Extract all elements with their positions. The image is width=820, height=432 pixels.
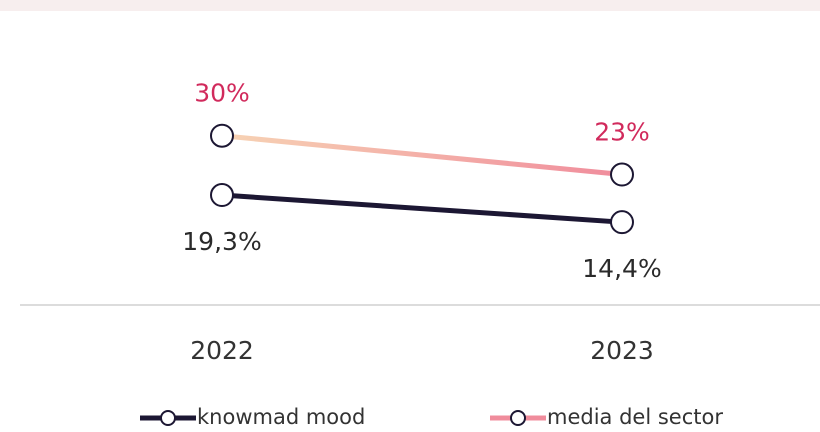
legend-label: media del sector <box>547 405 723 429</box>
header-band <box>0 0 820 11</box>
series-line <box>221 192 623 225</box>
point-marker <box>610 162 634 187</box>
series-line <box>221 133 623 178</box>
legend-marker <box>160 410 176 426</box>
legend-label: knowmad mood <box>197 405 365 429</box>
value-label: 14,4% <box>582 254 661 283</box>
value-label: 23% <box>594 118 650 147</box>
point-marker <box>210 123 234 148</box>
x-tick-label: 2023 <box>590 336 654 365</box>
value-label: 30% <box>194 79 250 108</box>
x-tick-label: 2022 <box>190 336 254 365</box>
legend-marker <box>510 410 526 426</box>
value-label: 19,3% <box>182 227 261 256</box>
point-marker <box>210 183 234 208</box>
point-marker <box>610 210 634 235</box>
